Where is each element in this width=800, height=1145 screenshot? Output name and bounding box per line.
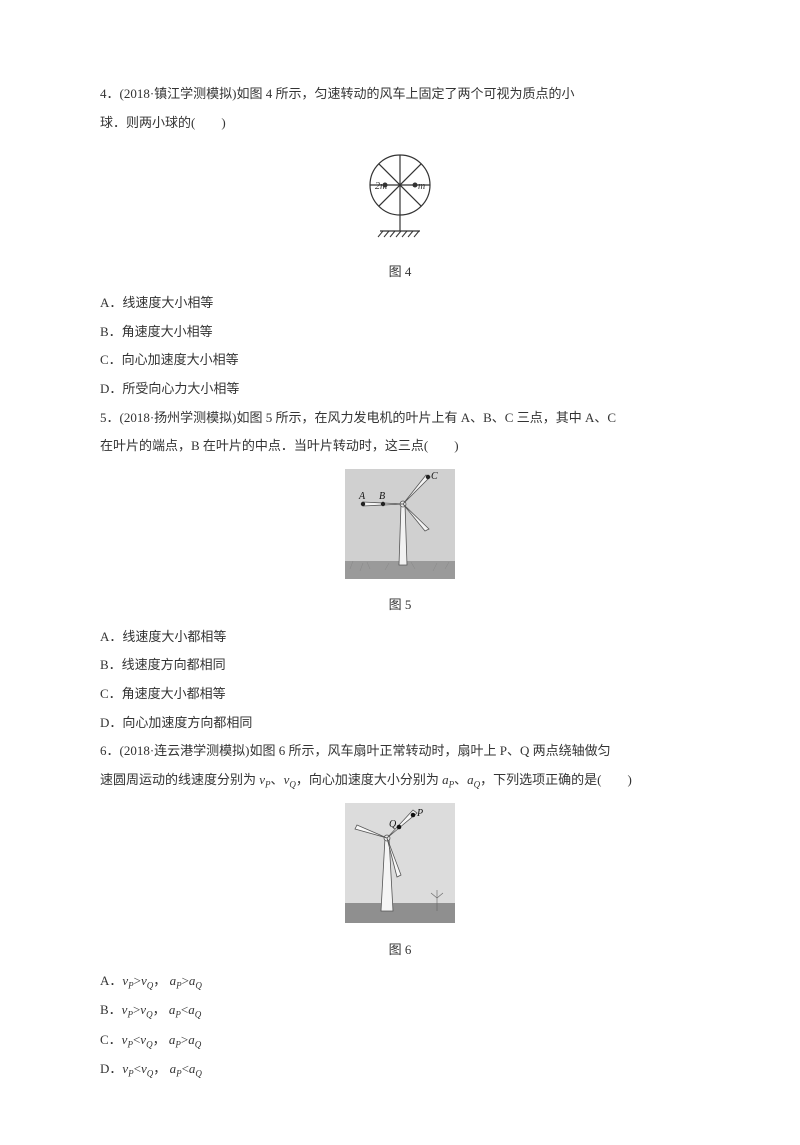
q5-figure: A B C: [100, 469, 700, 590]
q6-figure: P Q: [100, 803, 700, 934]
q4-figure: 2m m: [100, 145, 700, 256]
q6-stem-line1: 6．(2018·连云港学测模拟)如图 6 所示，风车扇叶正常转动时，扇叶上 P、…: [100, 737, 700, 766]
q6-c-prefix: C．: [100, 1032, 122, 1047]
q6-l2-prefix: 速圆周运动的线速度分别为: [100, 772, 259, 787]
q4-option-c: C．向心加速度大小相等: [100, 346, 700, 375]
q6-a-c: ，: [153, 973, 166, 988]
q6-l2-mid3: 、: [454, 772, 467, 787]
q4-option-a: A．线速度大小相等: [100, 289, 700, 318]
q5-stem-line2: 在叶片的端点，B 在叶片的中点．当叶片转动时，这三点( ): [100, 432, 700, 461]
q5-option-a: A．线速度大小都相等: [100, 623, 700, 652]
wind-turbine-pq-icon: P Q: [345, 803, 455, 923]
svg-text:C: C: [431, 471, 438, 482]
pinwheel-icon: 2m m: [345, 145, 455, 245]
q6-d-r2: <: [182, 1061, 189, 1076]
q4-stem-line1: 4．(2018·镇江学测模拟)如图 4 所示，匀速转动的风车上固定了两个可视为质…: [100, 80, 700, 109]
q6-l2-mid2: ，向心加速度大小分别为: [296, 772, 442, 787]
wind-turbine-abc-icon: A B C: [345, 469, 455, 579]
svg-text:B: B: [379, 491, 385, 502]
q6-a-prefix: A．: [100, 973, 122, 988]
q5-option-b: B．线速度方向都相同: [100, 651, 700, 680]
q6-option-c: C．vP<vQ， aP>aQ: [100, 1026, 700, 1055]
svg-text:Q: Q: [389, 819, 397, 830]
q4-stem-line2: 球．则两小球的( ): [100, 109, 700, 138]
q4-option-b: B．角速度大小相等: [100, 318, 700, 347]
q6-d-prefix: D．: [100, 1061, 122, 1076]
q5-fig-caption: 图 5: [100, 593, 700, 616]
q5-option-d: D．向心加速度方向都相同: [100, 709, 700, 738]
q6-l2-suffix: ，下列选项正确的是( ): [480, 772, 632, 787]
q6-l2-mid1: 、: [271, 772, 284, 787]
q6-fig-caption: 图 6: [100, 938, 700, 961]
q6-option-a: A．vP>vQ， aP>aQ: [100, 967, 700, 996]
svg-text:2m: 2m: [375, 181, 387, 192]
q5-stem-line1: 5．(2018·扬州学测模拟)如图 5 所示，在风力发电机的叶片上有 A、B、C…: [100, 404, 700, 433]
svg-text:m: m: [418, 181, 425, 192]
q6-stem-line2: 速圆周运动的线速度分别为 vP、vQ，向心加速度大小分别为 aP、aQ，下列选项…: [100, 766, 700, 795]
q6-c-c: ，: [153, 1032, 166, 1047]
q6-d-c: ，: [153, 1061, 166, 1076]
q6-d-r1: <: [134, 1061, 141, 1076]
q6-a-r2: >: [182, 973, 189, 988]
q5-option-c: C．角速度大小都相等: [100, 680, 700, 709]
svg-text:A: A: [358, 491, 366, 502]
q4-option-d: D．所受向心力大小相等: [100, 375, 700, 404]
svg-text:P: P: [416, 808, 423, 819]
q6-option-d: D．vP<vQ， aP<aQ: [100, 1055, 700, 1084]
page: 4．(2018·镇江学测模拟)如图 4 所示，匀速转动的风车上固定了两个可视为质…: [0, 0, 800, 1145]
q6-b-prefix: B．: [100, 1002, 122, 1017]
q6-a-r1: >: [134, 973, 141, 988]
q6-b-c: ，: [153, 1002, 166, 1017]
q4-fig-caption: 图 4: [100, 260, 700, 283]
q6-option-b: B．vP>vQ， aP<aQ: [100, 996, 700, 1025]
